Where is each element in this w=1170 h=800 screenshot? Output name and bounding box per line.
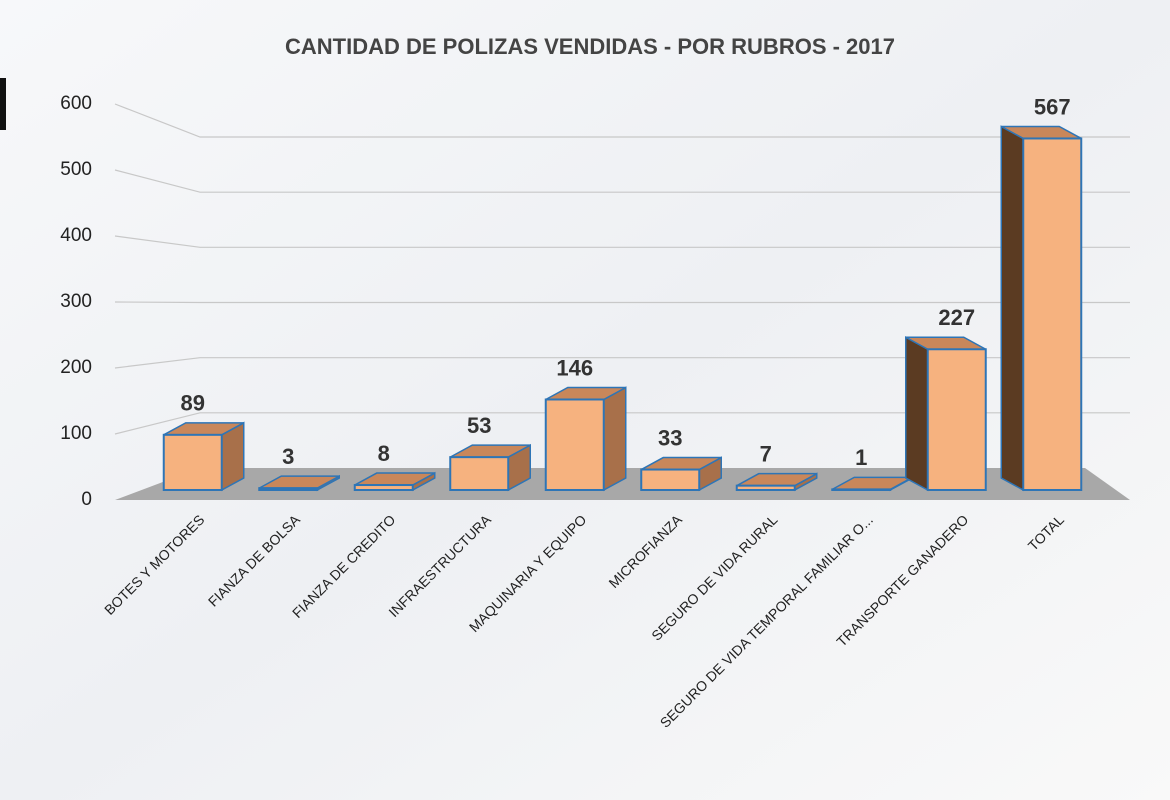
y-tick-label: 600	[60, 93, 92, 114]
y-tick-label: 500	[60, 159, 92, 180]
bar	[546, 399, 604, 490]
bar	[1023, 138, 1081, 490]
y-tick-label: 300	[60, 291, 92, 312]
bar	[928, 349, 986, 490]
bar	[450, 457, 508, 490]
chart: CANTIDAD DE POLIZAS VENDIDAS - POR RUBRO…	[0, 0, 1170, 800]
value-label: 146	[556, 355, 593, 380]
value-label: 53	[467, 413, 491, 438]
y-tick-label: 0	[81, 489, 92, 510]
bar	[164, 435, 222, 490]
edge-marker	[0, 78, 6, 130]
value-label: 1	[855, 445, 867, 470]
value-label: 7	[760, 441, 772, 466]
chart-title: CANTIDAD DE POLIZAS VENDIDAS - POR RUBRO…	[285, 34, 895, 59]
bar-side	[906, 337, 928, 490]
y-tick-label: 200	[60, 357, 92, 378]
value-label: 227	[938, 305, 975, 330]
value-label: 567	[1034, 94, 1071, 119]
bar	[259, 488, 317, 490]
value-label: 8	[378, 441, 390, 466]
grid-line	[115, 302, 1130, 303]
bar	[641, 470, 699, 490]
value-label: 33	[658, 425, 682, 450]
y-tick-label: 100	[60, 423, 92, 444]
bar-side	[604, 387, 626, 490]
bar	[832, 489, 890, 490]
y-tick-label: 400	[60, 225, 92, 246]
bar-side	[1001, 126, 1023, 490]
bar	[355, 485, 413, 490]
bar	[737, 486, 795, 490]
value-label: 89	[181, 391, 205, 416]
value-label: 3	[282, 444, 294, 469]
